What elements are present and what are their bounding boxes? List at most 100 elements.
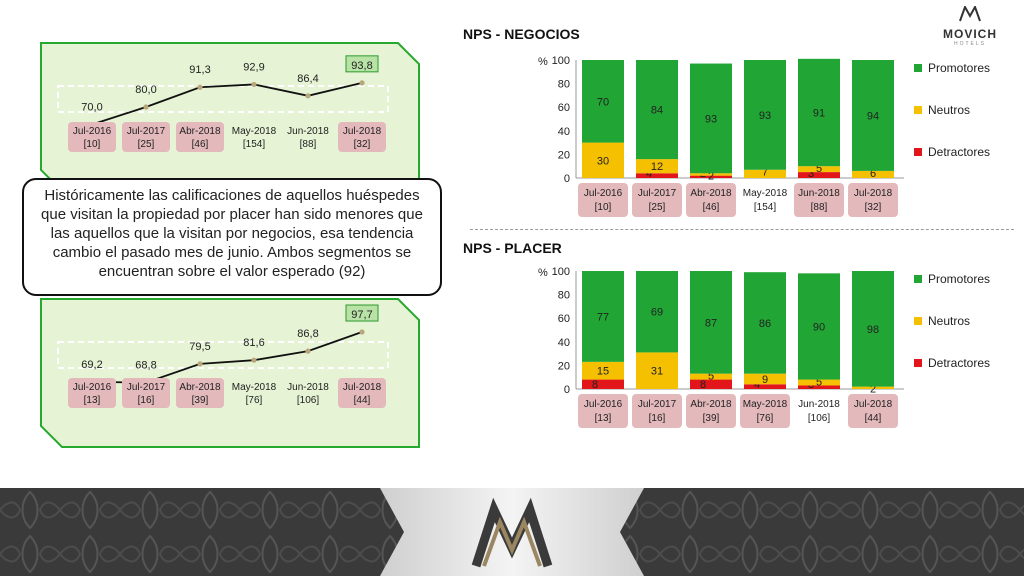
bar-data-label: 86 — [759, 318, 771, 330]
bar-category-pill — [578, 183, 628, 217]
x-sample-label: [76] — [757, 413, 774, 424]
trend-sample-label: [76] — [246, 395, 263, 406]
legend-swatch-neutros — [914, 317, 922, 325]
bar-category-pill — [632, 394, 682, 428]
bar-segment-promotores — [582, 271, 624, 362]
bar-segment-promotores — [798, 58, 840, 167]
x-sample-label: [154] — [754, 202, 776, 213]
bar-segment-neutros — [690, 373, 732, 380]
trend-point — [197, 361, 203, 367]
trend-value-label: 97,7 — [351, 309, 372, 321]
trend-sample-label: [46] — [192, 139, 209, 150]
bar-data-label: 31 — [651, 366, 663, 378]
bar-category-pill — [848, 183, 898, 217]
trend-point — [251, 357, 257, 363]
y-tick-label: 60 — [558, 102, 570, 114]
bar-data-label: 93 — [759, 110, 771, 122]
trend-category-label: May-2018 — [232, 382, 277, 393]
legend-swatch-promotores — [914, 275, 922, 283]
trend-value-label: 80,0 — [135, 84, 156, 96]
bar-segment-detractores — [636, 173, 678, 178]
y-tick-label: 80 — [558, 79, 570, 91]
trend-category-pill — [176, 378, 224, 408]
bar-data-label: 5 — [708, 371, 714, 383]
trend-point — [359, 329, 365, 335]
trend-category-pill — [338, 378, 386, 408]
legend-label-neutros: Neutros — [928, 314, 970, 328]
bar-segment-promotores — [744, 272, 786, 374]
x-tick-label: May-2018 — [743, 399, 788, 410]
trend-category-label: May-2018 — [232, 126, 277, 137]
y-tick-label: 0 — [564, 384, 570, 396]
bar-data-label: 70 — [597, 96, 609, 108]
bar-data-label: 8 — [592, 379, 598, 391]
legend-swatch-neutros — [914, 106, 922, 114]
trend-category-pill — [68, 378, 116, 408]
x-sample-label: [10] — [595, 202, 612, 213]
y-tick-label: 60 — [558, 313, 570, 325]
bar-segment-promotores — [636, 271, 678, 353]
bar-segment-neutros — [798, 379, 840, 386]
trend-value-label: 86,4 — [297, 73, 318, 85]
nps-negocios-trend-panel: 70,0 Jul-2016 [10] 80,0 Jul-2017 [25] 91,3 Abr-… — [40, 42, 420, 192]
trend-point — [251, 81, 257, 88]
trend-sample-label: [10] — [84, 139, 101, 150]
trend-sample-label: [32] — [354, 139, 371, 150]
chart-title-negocios: NPS - NEGOCIOS — [463, 26, 580, 42]
trend-sample-label: [39] — [192, 395, 209, 406]
bar-segment-promotores — [852, 60, 894, 171]
bar-segment-detractores — [582, 379, 624, 389]
x-sample-label: [13] — [595, 413, 612, 424]
trend-highlight-box — [345, 55, 379, 73]
bar-category-pill — [578, 394, 628, 428]
trend-sample-label: [88] — [300, 139, 317, 150]
y-tick-label: 20 — [558, 360, 570, 372]
trend-category-pill — [338, 122, 386, 152]
logo-sub-text: HOTELS — [953, 41, 986, 47]
footer-decoration — [0, 488, 1024, 576]
bar-segment-promotores — [852, 271, 894, 387]
x-sample-label: [44] — [865, 413, 882, 424]
bar-data-label: 77 — [597, 311, 609, 323]
legend-label-promotores: Promotores — [928, 61, 990, 75]
bar-category-pill — [740, 394, 790, 428]
bar-data-label: 5 — [816, 377, 822, 389]
x-tick-label: May-2018 — [743, 188, 788, 199]
bar-segment-detractores — [744, 384, 786, 389]
bar-data-label: 90 — [813, 321, 825, 333]
bar-segment-promotores — [636, 60, 678, 160]
x-tick-label: Jul-2016 — [584, 188, 623, 199]
trend-sample-label: [13] — [84, 395, 101, 406]
x-sample-label: [39] — [703, 413, 720, 424]
bar-segment-neutros — [582, 361, 624, 380]
trend-point — [359, 80, 365, 86]
trend-value-label: 91,3 — [189, 64, 210, 76]
nps-placer-bar-chart: %02040608010081577Jul-2016[13]3169Jul-20… — [538, 266, 990, 428]
bar-segment-neutros — [690, 173, 732, 176]
bar-segment-detractores — [690, 175, 732, 178]
trend-panel-frame — [40, 298, 420, 448]
bar-segment-neutros — [852, 170, 894, 178]
x-tick-label: Abr-2018 — [690, 399, 732, 410]
x-sample-label: [32] — [865, 202, 882, 213]
bar-data-label: 2 — [870, 384, 876, 396]
trend-highlight-box — [345, 304, 379, 322]
bar-segment-promotores — [690, 271, 732, 374]
bar-segment-neutros — [744, 373, 786, 385]
bar-segment-promotores — [744, 60, 786, 170]
trend-category-label: Abr-2018 — [179, 382, 221, 393]
trend-value-label: 92,9 — [243, 61, 264, 73]
explanation-note: Históricamente las calificaciones de aqu… — [22, 178, 442, 296]
bar-data-label: 87 — [705, 317, 717, 329]
x-sample-label: [16] — [649, 413, 666, 424]
bar-data-label: 93 — [705, 113, 717, 125]
legend-swatch-detractores — [914, 148, 922, 156]
x-tick-label: Abr-2018 — [690, 188, 732, 199]
bar-category-pill — [848, 394, 898, 428]
bar-segment-promotores — [582, 60, 624, 143]
trend-sample-label: [154] — [243, 139, 265, 150]
chart-title-placer: NPS - PLACER — [463, 240, 562, 256]
trend-category-label: Jul-2018 — [343, 382, 382, 393]
bar-segment-detractores — [798, 385, 840, 389]
bar-segment-neutros — [582, 142, 624, 178]
